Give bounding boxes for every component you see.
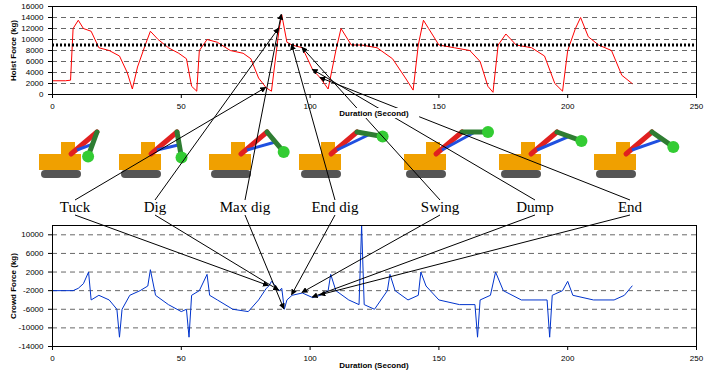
svg-text:Tuck: Tuck xyxy=(60,199,91,215)
svg-text:150: 150 xyxy=(432,354,446,363)
svg-text:10000: 10000 xyxy=(21,35,44,44)
svg-text:0: 0 xyxy=(39,90,44,99)
svg-text:12000: 12000 xyxy=(21,24,44,33)
svg-text:6000: 6000 xyxy=(26,249,44,258)
svg-text:End dig: End dig xyxy=(311,199,359,215)
svg-text:150: 150 xyxy=(432,102,446,111)
svg-text:End: End xyxy=(618,199,643,215)
svg-text:50: 50 xyxy=(177,102,186,111)
svg-text:2000: 2000 xyxy=(26,268,44,277)
svg-text:Duration (Second): Duration (Second) xyxy=(339,109,409,118)
svg-text:14000: 14000 xyxy=(21,13,44,22)
svg-text:4000: 4000 xyxy=(26,68,44,77)
svg-text:Dig: Dig xyxy=(144,199,167,215)
svg-text:16000: 16000 xyxy=(21,2,44,11)
svg-text:0: 0 xyxy=(50,102,55,111)
svg-text:200: 200 xyxy=(561,354,575,363)
svg-text:250: 250 xyxy=(690,102,704,111)
svg-text:100: 100 xyxy=(303,102,317,111)
svg-text:-14000: -14000 xyxy=(19,342,44,351)
svg-text:50: 50 xyxy=(177,354,186,363)
svg-text:-6000: -6000 xyxy=(23,305,44,314)
svg-text:6000: 6000 xyxy=(26,57,44,66)
svg-text:250: 250 xyxy=(690,354,704,363)
svg-text:200: 200 xyxy=(561,102,575,111)
svg-text:Swing: Swing xyxy=(421,199,460,215)
svg-text:Dump: Dump xyxy=(516,199,554,215)
svg-text:Duration (Second): Duration (Second) xyxy=(339,361,409,370)
svg-text:Hoist Force (kg): Hoist Force (kg) xyxy=(9,20,18,81)
svg-text:100: 100 xyxy=(303,354,317,363)
svg-text:2000: 2000 xyxy=(26,79,44,88)
svg-text:-10000: -10000 xyxy=(19,323,44,332)
svg-text:8000: 8000 xyxy=(26,46,44,55)
svg-text:10000: 10000 xyxy=(21,230,44,239)
svg-text:Crowd Force (kg): Crowd Force (kg) xyxy=(9,253,18,319)
svg-text:Max dig: Max dig xyxy=(220,199,271,215)
svg-text:-2000: -2000 xyxy=(23,286,44,295)
svg-text:0: 0 xyxy=(50,354,55,363)
